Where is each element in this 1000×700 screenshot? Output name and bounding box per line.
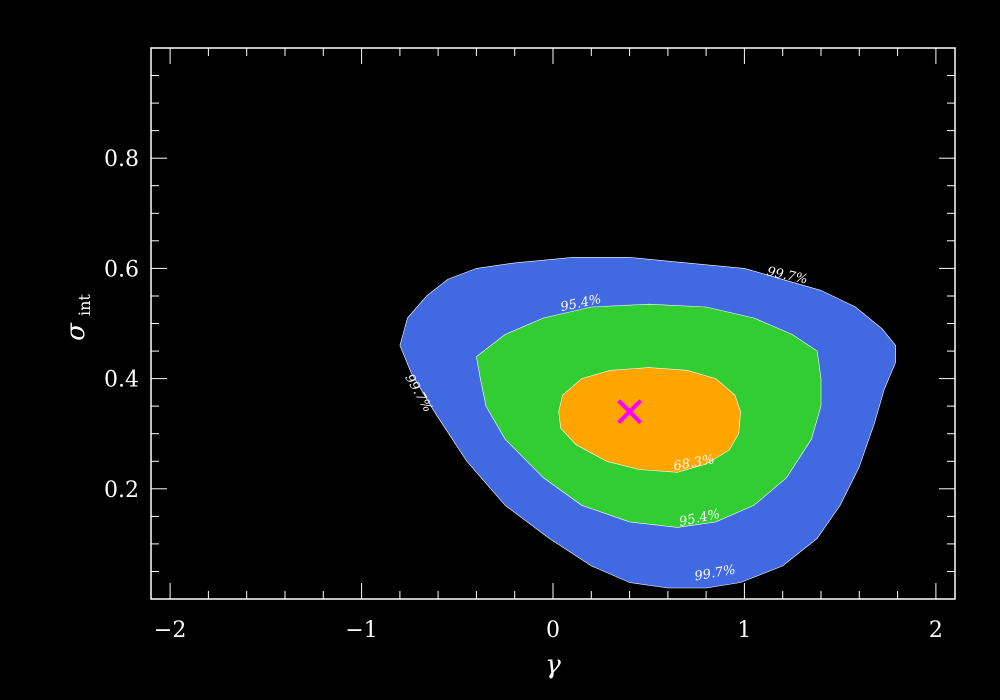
x-tick-label: −2 bbox=[154, 618, 186, 643]
contour-line-683 bbox=[558, 367, 741, 473]
contour-region-683 bbox=[558, 367, 741, 473]
y-tick-label: 0.8 bbox=[104, 147, 139, 172]
x-tick-label: 1 bbox=[737, 618, 751, 643]
x-axis-label: γ bbox=[545, 650, 561, 680]
contour-layer bbox=[399, 257, 897, 589]
contour-line-954 bbox=[476, 303, 822, 528]
best-fit-marker bbox=[617, 399, 642, 425]
y-tick-label: 0.2 bbox=[104, 478, 139, 503]
contour-label: 99.7% bbox=[693, 563, 736, 585]
best-fit-marker-stroke-b bbox=[617, 399, 642, 425]
y-axis-label: σ int bbox=[61, 294, 94, 341]
x-tick-label: 2 bbox=[929, 618, 943, 643]
tick-labels: −2 −1 0 1 2 0.2 0.4 0.6 0.8 bbox=[104, 147, 943, 643]
y-tick-label: 0.6 bbox=[104, 257, 139, 282]
x-tick-label: 0 bbox=[546, 618, 560, 643]
contour-label: 68.3% bbox=[672, 452, 715, 474]
x-tick-label: −1 bbox=[345, 618, 377, 643]
y-axis-label-subscript: int bbox=[75, 294, 94, 316]
axis-ticks bbox=[151, 48, 955, 599]
y-axis-label-main: σ bbox=[61, 322, 91, 341]
contour-line-997 bbox=[399, 257, 897, 589]
y-tick-label: 0.4 bbox=[104, 368, 139, 393]
